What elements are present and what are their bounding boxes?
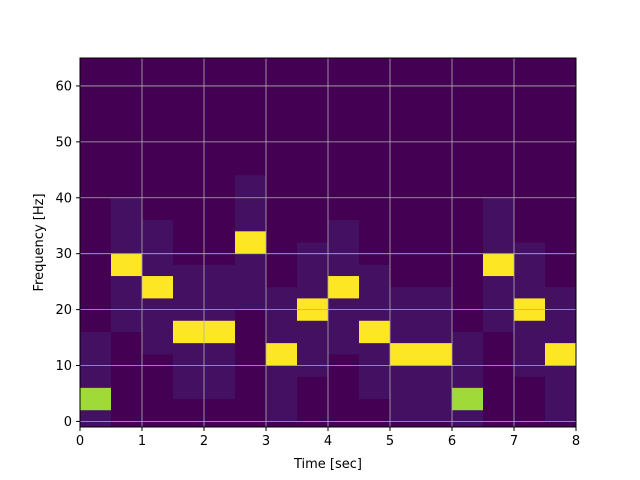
heatmap-cell xyxy=(483,253,514,277)
y-axis-ticks: 0 10 20 30 40 50 60 xyxy=(55,79,80,430)
x-tick-label: 5 xyxy=(386,434,394,449)
x-tick-label: 7 xyxy=(510,434,518,449)
x-tick-label: 2 xyxy=(200,434,208,449)
heatmap-cell xyxy=(328,276,359,299)
y-axis-label: Frequency [Hz] xyxy=(32,193,47,291)
heatmap-cell xyxy=(266,343,297,366)
heatmap-cell xyxy=(173,320,204,344)
heatmap-cell xyxy=(545,343,576,366)
x-tick-label: 1 xyxy=(138,434,146,449)
heatmap-halo xyxy=(80,331,111,427)
y-tick-label: 60 xyxy=(55,79,72,94)
y-tick-label: 30 xyxy=(55,247,72,262)
x-axis-label: Time [sec] xyxy=(293,457,362,472)
x-tick-label: 0 xyxy=(76,434,84,449)
y-tick-label: 20 xyxy=(55,303,72,318)
y-tick-label: 50 xyxy=(55,135,72,150)
heatmap-cell xyxy=(452,387,483,411)
heatmap-cell xyxy=(390,343,421,366)
y-tick-label: 10 xyxy=(55,359,72,374)
heatmap-cell xyxy=(359,320,390,344)
x-tick-label: 8 xyxy=(572,434,580,449)
heatmap-cell xyxy=(142,276,173,299)
heatmap-cell xyxy=(80,387,111,411)
heatmap-cell xyxy=(235,231,266,254)
y-tick-label: 40 xyxy=(55,191,72,206)
x-tick-label: 4 xyxy=(324,434,332,449)
heatmap-halo xyxy=(452,331,483,427)
heatmap-cell xyxy=(111,253,142,277)
heatmap-cell xyxy=(204,320,235,344)
y-tick-label: 0 xyxy=(64,415,72,430)
heatmap-cell xyxy=(421,343,452,366)
grid-lines xyxy=(79,58,577,427)
x-tick-label: 6 xyxy=(448,434,456,449)
x-tick-label: 3 xyxy=(262,434,270,449)
x-axis-ticks: 0 1 2 3 4 5 6 7 8 xyxy=(76,427,580,449)
